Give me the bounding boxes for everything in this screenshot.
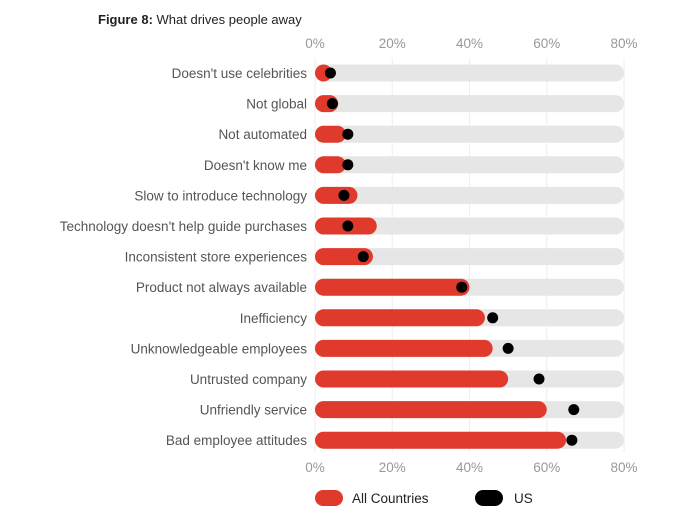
- chart-row: Slow to introduce technology: [134, 186, 624, 204]
- x-tick-label-top: 60%: [533, 36, 560, 51]
- chart-row: Not automated: [218, 125, 624, 143]
- category-label: Slow to introduce technology: [134, 188, 307, 203]
- bar-track: [315, 125, 624, 143]
- dot-us: [338, 189, 350, 201]
- bar-all-countries: [315, 401, 547, 419]
- x-tick-label-top: 40%: [456, 36, 483, 51]
- x-tick-label-bottom: 80%: [610, 460, 637, 475]
- chart-row: Bad employee attitudes: [166, 431, 624, 449]
- bar-all-countries: [315, 186, 358, 204]
- figure-title: Figure 8: What drives people away: [98, 12, 302, 27]
- category-label: Inefficiency: [240, 311, 308, 326]
- category-label: Doesn't use celebrities: [172, 66, 308, 81]
- category-label: Not global: [246, 97, 307, 112]
- category-label: Product not always available: [136, 280, 307, 295]
- x-tick-label-top: 20%: [379, 36, 406, 51]
- bar-track: [315, 95, 624, 113]
- chart-row: Unknowledgeable employees: [131, 339, 624, 357]
- x-tick-label-top: 0%: [305, 36, 325, 51]
- bar-track: [315, 64, 624, 82]
- figure-number: Figure 8:: [98, 12, 153, 27]
- dot-us: [342, 220, 354, 232]
- bar-all-countries: [315, 339, 493, 357]
- chart-row: Doesn't use celebrities: [172, 64, 624, 82]
- legend-swatch-us: [475, 490, 503, 506]
- dot-us: [324, 67, 336, 79]
- dot-us: [568, 404, 580, 416]
- legend-label-all-countries: All Countries: [352, 491, 429, 506]
- category-label: Unknowledgeable employees: [131, 341, 308, 356]
- category-label: Inconsistent store experiences: [125, 250, 308, 265]
- category-label: Not automated: [218, 127, 307, 142]
- bar-track: [315, 156, 624, 174]
- bar-all-countries: [315, 431, 567, 449]
- bar-all-countries: [315, 370, 509, 388]
- x-tick-label-bottom: 0%: [305, 460, 325, 475]
- x-tick-label-bottom: 40%: [456, 460, 483, 475]
- bar-track: [315, 186, 624, 204]
- dot-us: [456, 281, 468, 293]
- bar-all-countries: [315, 309, 485, 327]
- bar-track: [315, 217, 624, 235]
- dot-us: [342, 159, 354, 171]
- dot-us: [342, 128, 354, 140]
- dot-us: [487, 312, 499, 324]
- legend-label-us: US: [514, 491, 533, 506]
- chart-row: Inefficiency: [240, 309, 624, 327]
- dot-us: [533, 373, 545, 385]
- bar-all-countries: [315, 156, 346, 174]
- category-label: Technology doesn't help guide purchases: [60, 219, 308, 234]
- dot-us: [357, 251, 369, 263]
- dot-us: [502, 342, 514, 354]
- x-tick-label-top: 80%: [610, 36, 637, 51]
- category-label: Bad employee attitudes: [166, 433, 307, 448]
- bar-all-countries: [315, 248, 373, 266]
- bar-all-countries: [315, 125, 346, 143]
- category-label: Untrusted company: [190, 372, 307, 387]
- dot-us: [566, 434, 578, 446]
- chart-row: Doesn't know me: [204, 156, 624, 174]
- bar-all-countries: [315, 278, 470, 296]
- chart-row: Product not always available: [136, 278, 624, 296]
- bar-track: [315, 248, 624, 266]
- chart-row: Technology doesn't help guide purchases: [60, 217, 624, 235]
- x-tick-label-bottom: 20%: [379, 460, 406, 475]
- chart-row: Unfriendly service: [200, 401, 624, 419]
- chart-row: Inconsistent store experiences: [125, 248, 624, 266]
- dot-us: [326, 98, 338, 110]
- category-label: Unfriendly service: [200, 403, 307, 418]
- category-label: Doesn't know me: [204, 158, 307, 173]
- chart-row: Untrusted company: [190, 370, 624, 388]
- legend-swatch-all-countries: [315, 490, 343, 506]
- x-tick-label-bottom: 60%: [533, 460, 560, 475]
- figure-title-text: What drives people away: [156, 12, 302, 27]
- chart-row: Not global: [246, 95, 624, 113]
